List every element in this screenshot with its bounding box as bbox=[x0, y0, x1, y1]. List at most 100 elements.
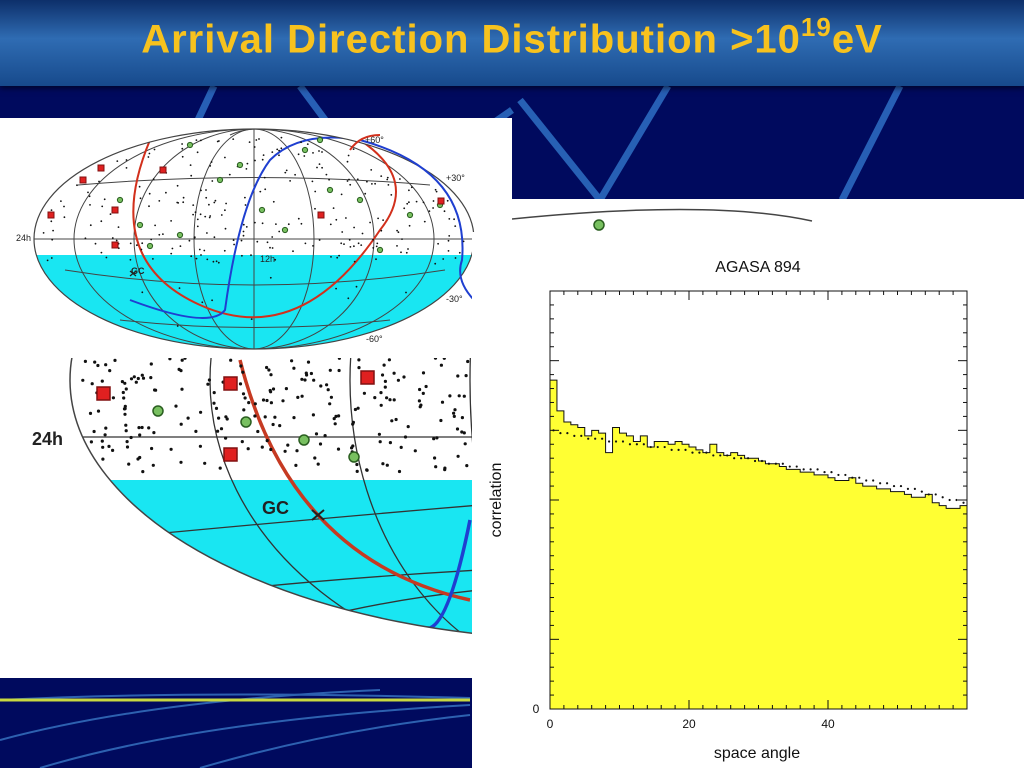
event-dot bbox=[181, 155, 184, 158]
event-dot bbox=[386, 176, 389, 179]
event-dot bbox=[284, 171, 287, 174]
event-dot bbox=[265, 439, 269, 443]
expected-point bbox=[635, 443, 638, 446]
histogram-outline bbox=[549, 379, 968, 710]
event-dot bbox=[346, 160, 349, 163]
event-dot bbox=[292, 250, 294, 253]
event-dot bbox=[200, 254, 202, 256]
event-dot bbox=[150, 446, 154, 451]
expected-point bbox=[879, 482, 882, 485]
event-dot bbox=[229, 358, 233, 362]
event-dot bbox=[100, 251, 103, 254]
event-dot bbox=[328, 178, 330, 181]
event-dot bbox=[386, 178, 389, 181]
event-dot bbox=[224, 209, 226, 212]
event-dot bbox=[137, 426, 141, 430]
event-dot bbox=[94, 242, 97, 245]
expected-point bbox=[809, 468, 812, 471]
event-dot bbox=[276, 148, 279, 151]
event-dot bbox=[329, 395, 333, 399]
event-dot bbox=[454, 257, 457, 259]
event-dot bbox=[176, 201, 179, 204]
event-dot bbox=[104, 363, 108, 367]
expected-point bbox=[920, 490, 923, 493]
event-dot bbox=[269, 373, 273, 377]
event-dot bbox=[340, 242, 343, 245]
event-dot bbox=[278, 424, 282, 428]
event-dot bbox=[380, 229, 383, 232]
event-dot bbox=[434, 188, 437, 191]
event-dot bbox=[170, 252, 173, 255]
event-dot bbox=[278, 149, 280, 152]
expected-point bbox=[684, 448, 687, 451]
event-dot bbox=[244, 204, 247, 206]
event-dot bbox=[434, 262, 437, 265]
event-dot bbox=[396, 245, 398, 247]
expected-point bbox=[740, 457, 743, 460]
event-dot bbox=[84, 237, 87, 240]
event-dot bbox=[176, 184, 179, 187]
event-dot bbox=[224, 436, 228, 440]
event-dot bbox=[192, 204, 195, 207]
event-dot bbox=[214, 406, 219, 410]
event-dot bbox=[169, 447, 173, 451]
event-dot bbox=[383, 379, 387, 383]
event-dot bbox=[321, 151, 323, 153]
event-dot bbox=[401, 238, 403, 241]
event-dot bbox=[203, 249, 206, 252]
event-dot bbox=[365, 468, 369, 472]
expected-point bbox=[892, 484, 896, 488]
event-dot bbox=[422, 201, 425, 204]
event-dot bbox=[138, 433, 142, 437]
event-dot bbox=[415, 200, 418, 203]
event-dot bbox=[424, 384, 428, 389]
event-dot bbox=[223, 249, 226, 252]
event-dot bbox=[271, 387, 276, 391]
histogram-bars bbox=[549, 379, 968, 710]
event-dot bbox=[141, 470, 145, 474]
event-dot bbox=[199, 410, 203, 414]
event-dot bbox=[148, 192, 151, 195]
event-dot bbox=[458, 251, 461, 254]
event-dot bbox=[296, 395, 300, 399]
expected-point bbox=[587, 437, 590, 440]
event-dot bbox=[350, 446, 354, 450]
event-dot bbox=[124, 423, 128, 427]
event-dot bbox=[111, 448, 115, 452]
event-dot bbox=[147, 426, 151, 430]
expected-point bbox=[746, 457, 750, 460]
event-dot bbox=[120, 380, 124, 384]
event-dot bbox=[453, 408, 457, 412]
event-dot bbox=[357, 366, 361, 370]
expected-point bbox=[851, 476, 854, 479]
event-dot bbox=[124, 429, 128, 433]
event-dot bbox=[309, 371, 313, 376]
event-dot bbox=[380, 175, 383, 178]
expected-point bbox=[621, 440, 625, 443]
expected-point bbox=[774, 462, 777, 465]
event-dot bbox=[281, 399, 285, 403]
event-dot bbox=[336, 256, 339, 259]
expected-point bbox=[955, 498, 958, 502]
event-dot bbox=[338, 254, 340, 257]
expected-point bbox=[927, 493, 930, 496]
event-dot bbox=[294, 463, 298, 467]
event-dot bbox=[269, 276, 272, 279]
event-dot bbox=[385, 463, 389, 467]
expected-point bbox=[691, 451, 694, 454]
event-dot bbox=[63, 216, 66, 219]
event-dot bbox=[211, 180, 214, 182]
event-dot bbox=[246, 162, 249, 165]
event-dot bbox=[241, 254, 243, 257]
expected-point bbox=[941, 496, 944, 499]
event-dot bbox=[341, 231, 344, 233]
event-dot bbox=[382, 363, 386, 367]
event-dot bbox=[284, 387, 288, 391]
expected-point bbox=[573, 434, 576, 438]
event-dot bbox=[217, 261, 220, 264]
event-dot bbox=[280, 136, 283, 139]
event-dot bbox=[212, 260, 215, 263]
event-dot bbox=[292, 416, 296, 420]
expected-point bbox=[719, 454, 722, 457]
event-dot bbox=[220, 214, 223, 216]
